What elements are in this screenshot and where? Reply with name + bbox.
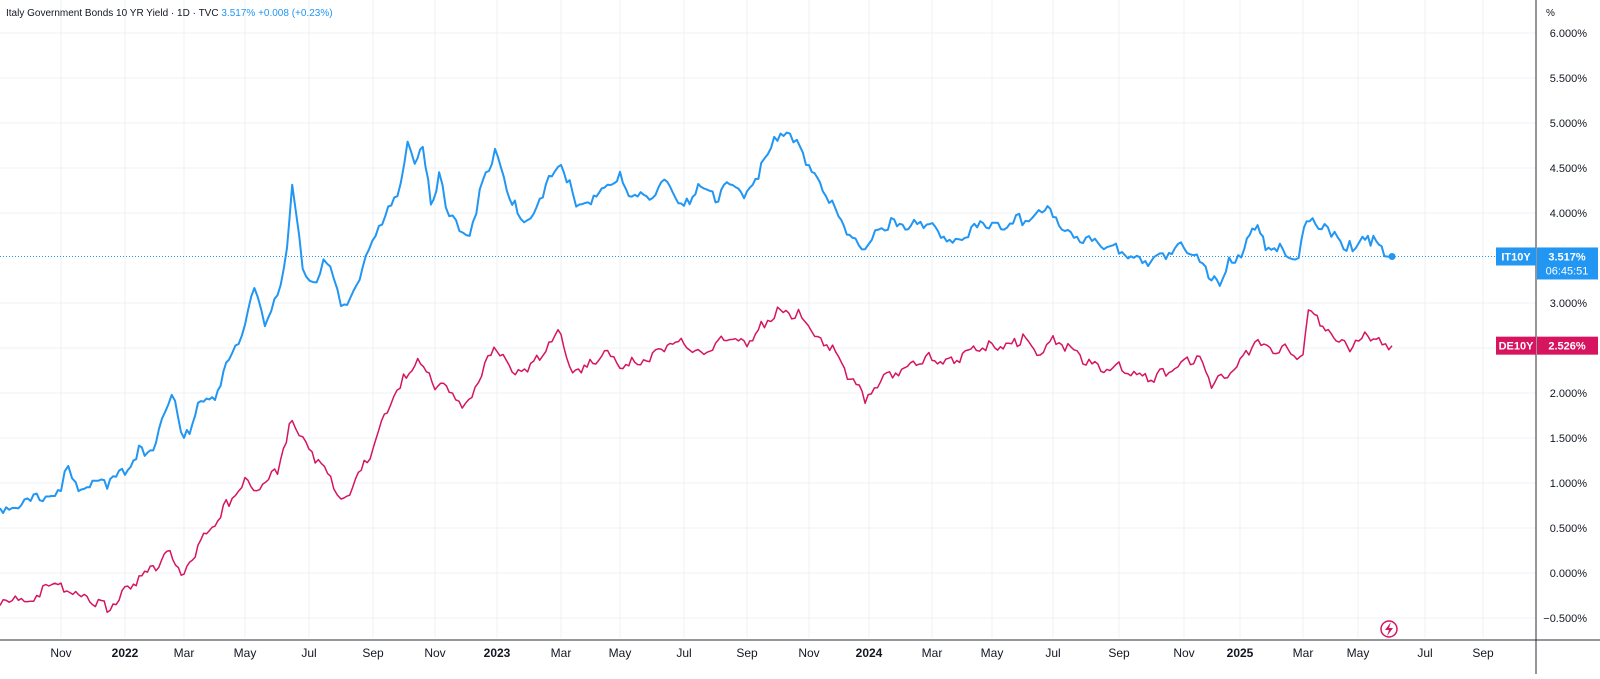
x-tick-label: Mar <box>1293 646 1314 660</box>
symbol-title[interactable]: Italy Government Bonds 10 YR Yield <box>6 8 169 19</box>
y-tick-label: 6.000% <box>1550 28 1588 40</box>
bar-countdown-text: 06:45:51 <box>1546 265 1589 277</box>
chart-header: Italy Government Bonds 10 YR Yield · 1D … <box>6 8 333 19</box>
separator-2: · <box>192 8 196 19</box>
x-tick-label: May <box>609 646 632 660</box>
series-value-badge <box>1537 247 1598 280</box>
y-tick-label: 5.000% <box>1550 118 1588 130</box>
grid-layer <box>0 0 1536 638</box>
x-tick-label: May <box>981 646 1004 660</box>
x-tick-label: 2025 <box>1227 646 1254 660</box>
y-tick-label: 0.000% <box>1550 568 1588 580</box>
x-tick-label: Jul <box>1045 646 1060 660</box>
x-tick-label: Jul <box>301 646 316 660</box>
label-layer: IT10Y 3.517% 06:45:51 DE10Y 2.526% <box>1380 247 1598 638</box>
series-label-it10y: IT10Y 3.517% 06:45:51 <box>1496 247 1598 280</box>
series-name-text: DE10Y <box>1499 341 1535 353</box>
last-price: 3.517% <box>221 8 256 19</box>
x-tick-label: Nov <box>424 646 445 660</box>
y-tick-label: 2.000% <box>1550 388 1588 400</box>
price-change: +0.008 (+0.23%) <box>258 8 333 19</box>
x-tick-label: May <box>1347 646 1370 660</box>
x-tick-label: Nov <box>1173 646 1194 660</box>
lightning-icon-ring <box>1380 620 1398 638</box>
x-tick-label: Sep <box>1108 646 1130 660</box>
y-tick-label: 1.500% <box>1550 433 1588 445</box>
x-tick-label: Nov <box>798 646 819 660</box>
x-tick-label: May <box>234 646 257 660</box>
x-tick-label: Mar <box>551 646 572 660</box>
x-tick-label: Mar <box>922 646 943 660</box>
x-tick-label: Nov <box>50 646 71 660</box>
interval-label[interactable]: 1D <box>177 8 190 19</box>
series-name-text: IT10Y <box>1501 251 1531 263</box>
y-tick-label: 1.000% <box>1550 478 1588 490</box>
series-value-badge <box>1537 336 1598 355</box>
x-tick-label: Sep <box>1472 646 1494 660</box>
x-tick-label: Mar <box>174 646 195 660</box>
series-label-de10y: DE10Y 2.526% <box>1496 336 1598 355</box>
series-name-badge <box>1496 336 1536 355</box>
x-tick-label: Jul <box>1417 646 1432 660</box>
x-tick-label: 2022 <box>112 646 139 660</box>
y-tick-label: 3.000% <box>1550 298 1588 310</box>
y-tick-label: −0.500% <box>1543 613 1587 625</box>
y-tick-label: 4.000% <box>1550 208 1588 220</box>
y-tick-label: 4.500% <box>1550 163 1588 175</box>
x-tick-label: Sep <box>736 646 758 660</box>
axis-unit: % <box>1546 8 1555 19</box>
lightning-icon[interactable] <box>1380 620 1398 638</box>
series-value-text: 3.517% <box>1548 251 1586 263</box>
x-tick-label: 2024 <box>856 646 883 660</box>
separator-1: · <box>170 8 175 19</box>
x-tick-label: Jul <box>676 646 691 660</box>
series-line-it10y[interactable] <box>0 131 1393 515</box>
y-tick-label: 0.500% <box>1550 523 1588 535</box>
x-tick-label: 2023 <box>484 646 511 660</box>
series-line-de10y[interactable] <box>0 306 1393 614</box>
y-tick-label: 5.500% <box>1550 73 1588 85</box>
last-point-marker <box>1388 252 1396 260</box>
series-layer <box>0 131 1536 614</box>
x-tick-label: Sep <box>362 646 384 660</box>
lightning-icon-bolt <box>1385 622 1393 636</box>
source-label: TVC <box>198 8 219 19</box>
series-name-badge <box>1496 247 1536 266</box>
series-value-text: 2.526% <box>1548 341 1586 353</box>
